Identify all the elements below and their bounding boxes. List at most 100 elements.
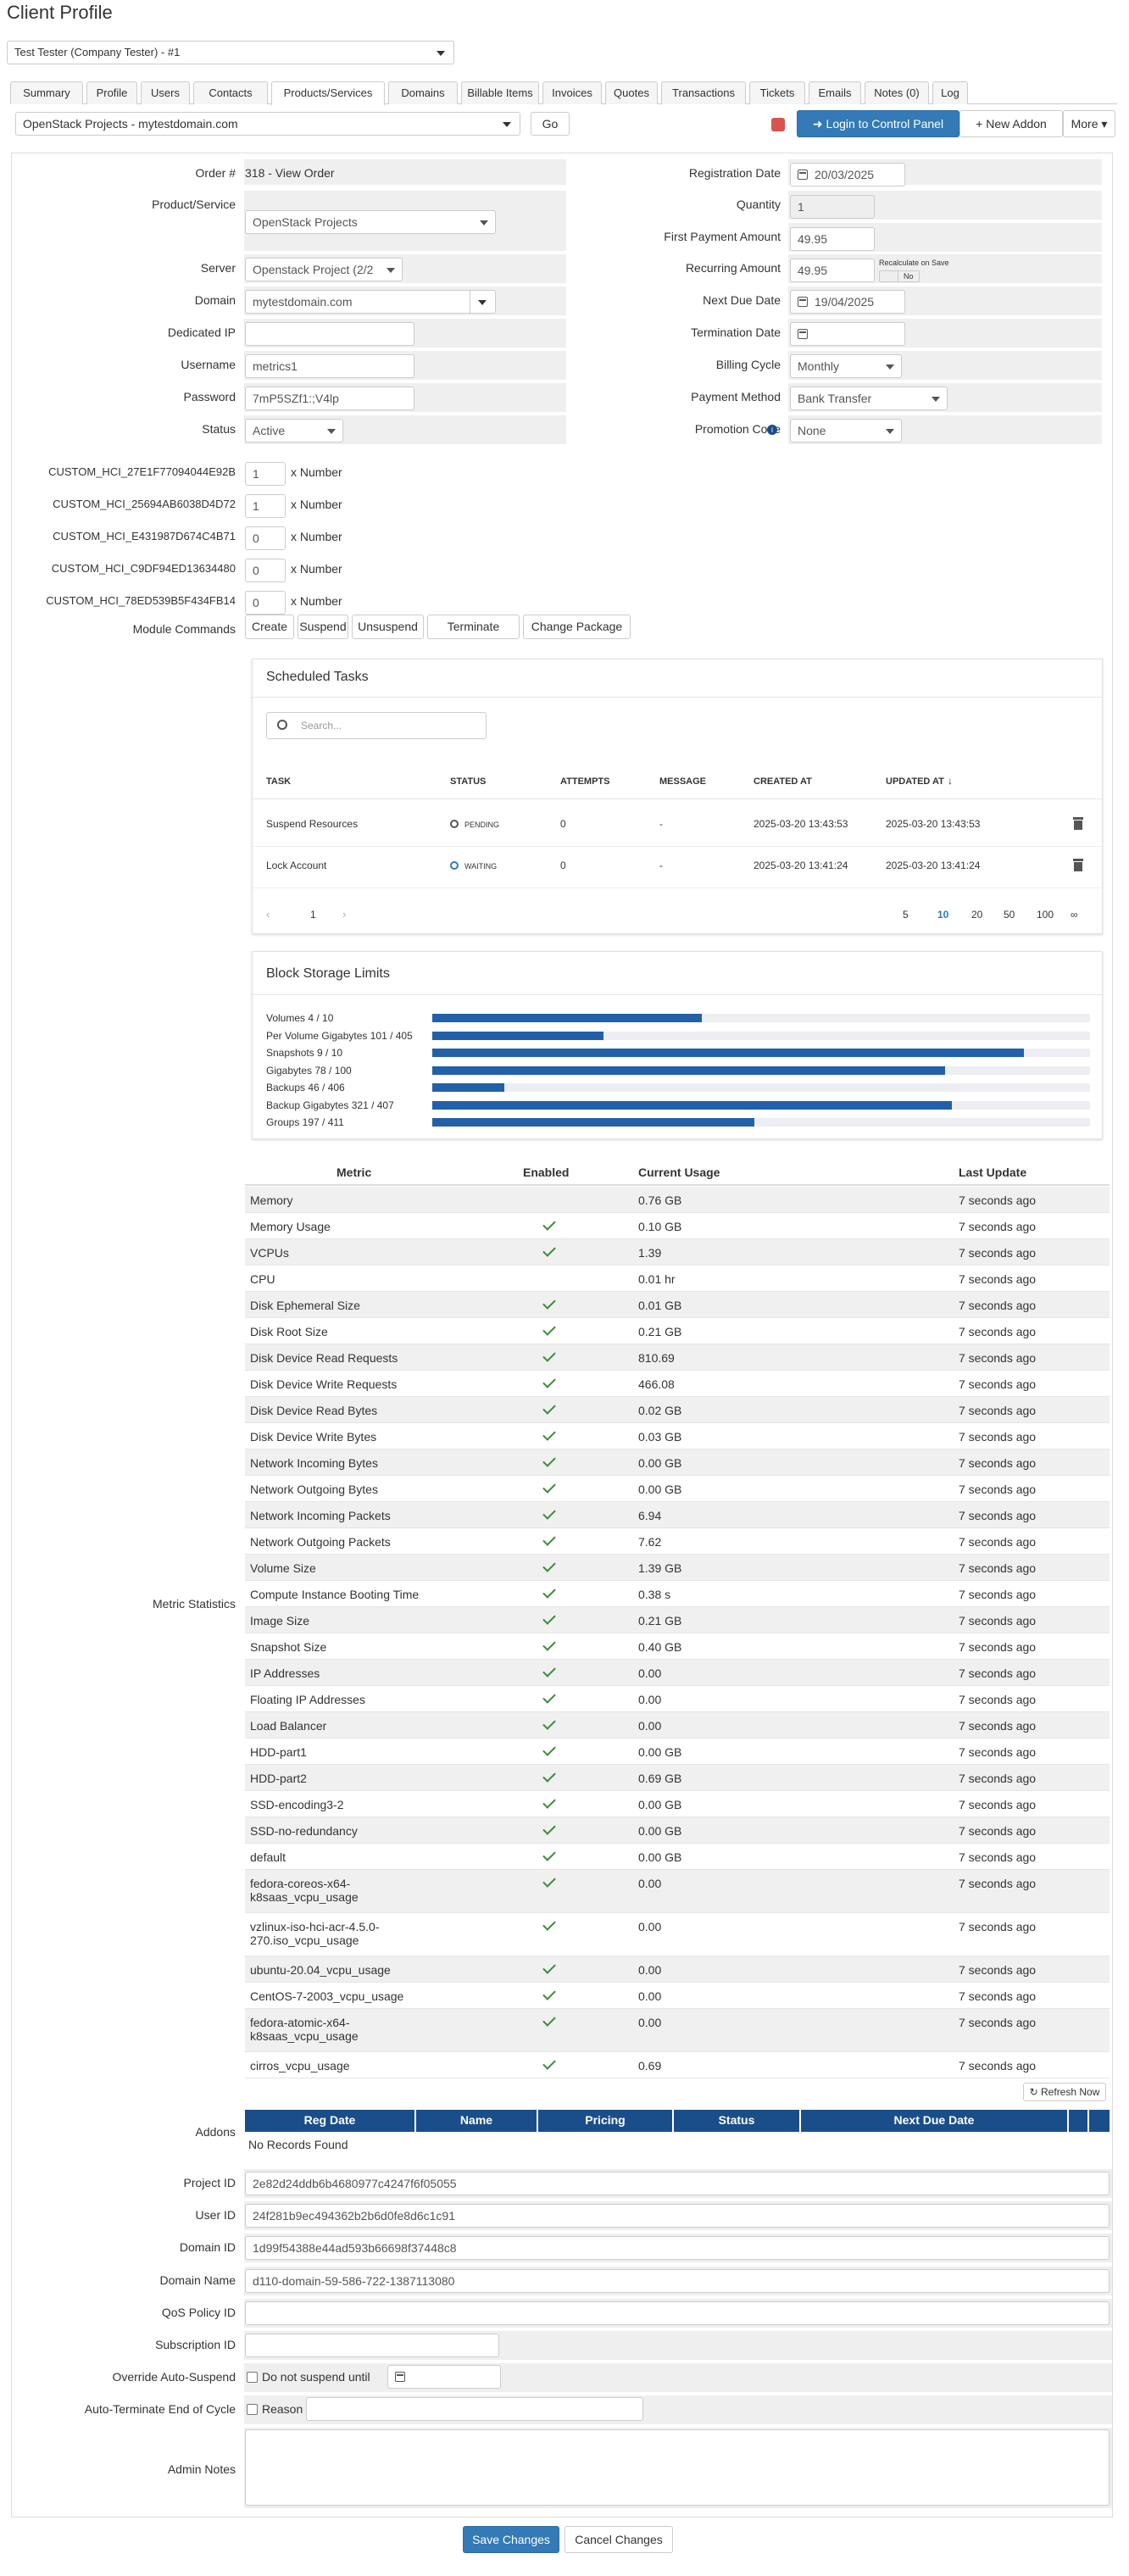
module-command-suspend-button[interactable]: Suspend (298, 615, 348, 639)
recalculate-toggle[interactable]: No (879, 270, 920, 282)
recurring-amount-input[interactable]: 49.95 (790, 259, 875, 282)
current-page[interactable]: 1 (310, 909, 316, 921)
page-size-option[interactable]: 5 (903, 909, 909, 921)
metric-row: Disk Device Write Bytes 0.03 GB 7 seconds … (245, 1423, 1110, 1449)
override-date-input[interactable] (387, 2365, 501, 2389)
tab-summary[interactable]: Summary (10, 81, 83, 104)
user-id-input[interactable]: 24f281b9ec494362b2b6d0fe8d6c1c91 (245, 2204, 1110, 2228)
module-command-unsuspend-button[interactable]: Unsuspend (352, 615, 424, 639)
admin-notes-textarea[interactable] (245, 2429, 1110, 2506)
login-control-panel-button[interactable]: ➜ Login to Control Panel (797, 110, 959, 137)
tab-notes-0[interactable]: Notes (0) (865, 81, 929, 104)
server-select[interactable]: Openstack Project (2/2 (245, 258, 403, 281)
metric-name: Memory (250, 1193, 293, 1207)
trash-icon[interactable] (1073, 817, 1083, 830)
tab-users[interactable]: Users (141, 81, 190, 104)
module-command-terminate-button[interactable]: Terminate (427, 615, 520, 639)
save-changes-button[interactable]: Save Changes (463, 2526, 559, 2553)
cancel-changes-button[interactable]: Cancel Changes (564, 2526, 673, 2553)
page-size-option[interactable]: 100 (1037, 909, 1054, 921)
tab-log[interactable]: Log (932, 81, 968, 104)
addon-header-reg-date: Reg Date (245, 2110, 416, 2132)
tab-products-services[interactable]: Products/Services (271, 81, 385, 105)
product-label: Product/Service (152, 198, 236, 211)
page-size-option[interactable]: 10 (937, 909, 949, 921)
metric-header-current-usage: Current Usage (638, 1166, 720, 1179)
client-select[interactable]: Test Tester (Company Tester) - #1 (7, 41, 454, 64)
metric-updated: 7 seconds ago (959, 1535, 1037, 1549)
project-id-input[interactable]: 2e82d24ddb6b4680977c4247f6f05055 (245, 2172, 1110, 2195)
refresh-now-button[interactable]: ↻ Refresh Now (1023, 2083, 1106, 2101)
metric-updated: 7 seconds ago (959, 1719, 1037, 1733)
qos-input[interactable] (245, 2301, 1110, 2325)
payment-method-select[interactable]: Bank Transfer (790, 387, 948, 410)
promotion-code-select[interactable]: None (790, 419, 902, 442)
status-circle-icon (450, 861, 459, 870)
product-select-value: OpenStack Projects (253, 215, 358, 229)
custom-field-input[interactable]: 1 (245, 462, 286, 486)
tab-transactions[interactable]: Transactions (661, 81, 746, 104)
registration-date-input[interactable]: 20/03/2025 (790, 163, 905, 186)
tab-emails[interactable]: Emails (809, 81, 861, 104)
task-name: Lock Account (266, 860, 327, 871)
tab-contacts[interactable]: Contacts (193, 81, 268, 104)
override-checkbox[interactable] (247, 2372, 258, 2383)
tab-billable-items[interactable]: Billable Items (461, 81, 539, 104)
block-storage-label: Groups 197 / 411 (266, 1116, 344, 1128)
check-icon (542, 1743, 556, 1756)
custom-field-input[interactable]: 1 (245, 494, 286, 518)
metric-usage: 0.00 GB (638, 1798, 682, 1811)
first-payment-input[interactable]: 49.95 (790, 227, 875, 251)
service-select[interactable]: OpenStack Projects - mytestdomain.com (15, 112, 520, 136)
tab-invoices[interactable]: Invoices (542, 81, 602, 104)
new-addon-button[interactable]: + New Addon (959, 110, 1063, 137)
search-placeholder: Search... (301, 720, 342, 732)
tab-quotes[interactable]: Quotes (605, 81, 658, 104)
check-icon (542, 1664, 556, 1677)
next-page-icon[interactable]: › (342, 908, 347, 921)
domain-id-input[interactable]: 1d99f54388e44ad593b66698f37448c8 (245, 2236, 1110, 2260)
recalculate-label: Recalculate on Save (879, 259, 949, 267)
domain-dropdown-button[interactable] (470, 291, 495, 313)
subscription-input[interactable] (245, 2334, 499, 2357)
status-select[interactable]: Active (245, 419, 343, 442)
tab-domains[interactable]: Domains (388, 81, 458, 104)
domain-name-input[interactable]: d110-domain-59-586-722-1387113080 (245, 2269, 1110, 2293)
termination-date-input[interactable] (790, 322, 905, 346)
module-command-create-button[interactable]: Create (245, 615, 294, 639)
block-storage-bar-fill (432, 1031, 603, 1040)
next-due-date-input[interactable]: 19/04/2025 (790, 290, 905, 314)
page-size-option[interactable]: 50 (1004, 909, 1015, 921)
metric-name: Disk Device Write Requests (250, 1377, 398, 1391)
custom-field-input[interactable]: 0 (245, 591, 286, 615)
block-storage-bar (432, 1031, 1090, 1040)
billing-cycle-select[interactable]: Monthly (790, 354, 902, 378)
check-icon (542, 1874, 556, 1888)
more-button[interactable]: More ▾ (1063, 110, 1115, 137)
prev-page-icon[interactable]: ‹ (266, 908, 270, 921)
tab-tickets[interactable]: Tickets (749, 81, 805, 104)
password-input[interactable]: 7mP5SZf1:;V4lp (245, 387, 414, 410)
trash-icon[interactable] (1073, 859, 1083, 871)
metric-usage: 0.00 (638, 1666, 662, 1680)
dedicated-ip-input[interactable] (245, 322, 414, 346)
check-icon (542, 1716, 556, 1730)
product-select[interactable]: OpenStack Projects (245, 210, 496, 234)
auto-terminate-reason-input[interactable] (306, 2397, 643, 2421)
custom-field-input[interactable]: 0 (245, 559, 286, 582)
custom-field-input[interactable]: 0 (245, 526, 286, 550)
username-input[interactable]: metrics1 (245, 354, 414, 378)
page-size-option[interactable]: 20 (971, 909, 983, 921)
qos-label: QoS Policy ID (161, 2306, 236, 2319)
domain-field[interactable]: mytestdomain.com (245, 290, 496, 314)
search-input[interactable]: Search... (266, 712, 487, 739)
addons-empty-text: No Records Found (248, 2138, 348, 2151)
module-command-change-package-button[interactable]: Change Package (523, 615, 631, 639)
auto-terminate-checkbox[interactable] (247, 2404, 258, 2415)
page-size-option[interactable]: ∞ (1071, 909, 1078, 921)
tab-profile[interactable]: Profile (86, 81, 137, 104)
column-header-updated-at[interactable]: UPDATED AT (886, 776, 944, 787)
go-button[interactable]: Go (531, 112, 570, 136)
order-link[interactable]: 318 - View Order (245, 166, 335, 180)
chevron-down-icon (437, 51, 445, 56)
